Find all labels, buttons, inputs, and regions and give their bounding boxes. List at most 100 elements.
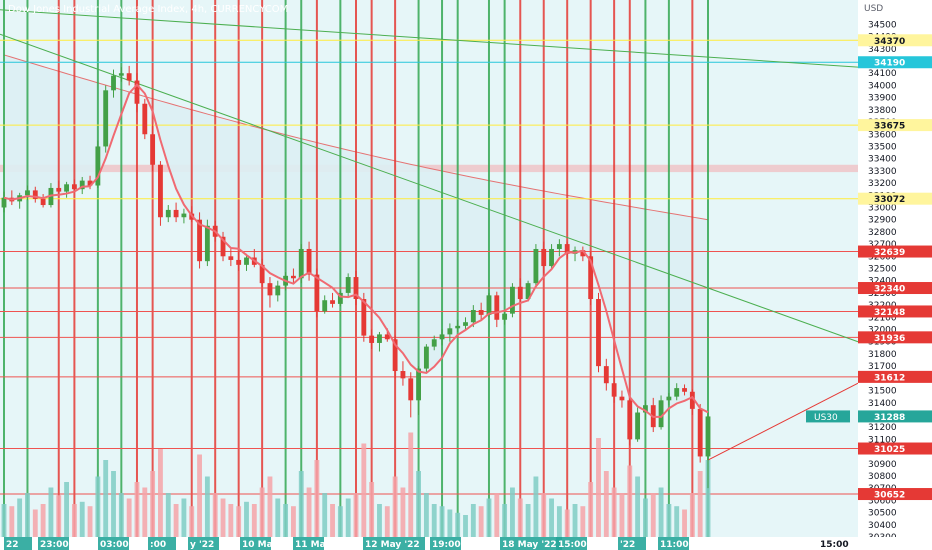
candle-body [220, 236, 226, 257]
time-tick-label: 12 May '22 [365, 540, 420, 550]
price-level-tag [858, 370, 932, 383]
candle-body [64, 184, 70, 192]
candle-body [118, 73, 124, 76]
symbol-tag [806, 410, 850, 423]
price-tick-label: 30800 [868, 472, 897, 482]
trend-line-upper [0, 9, 859, 68]
volume-bar [510, 487, 515, 537]
volume-bar [423, 493, 429, 537]
volume-bar [150, 471, 156, 537]
volume-bar [244, 501, 249, 537]
price-tick-label: 30500 [868, 509, 897, 519]
time-label-tag [500, 537, 562, 550]
volume-bar [290, 506, 296, 537]
volume-bar [541, 493, 547, 537]
volume-bar [525, 504, 531, 537]
candle-body [658, 400, 664, 428]
volume-bar [17, 498, 23, 537]
price-level-label: 32340 [874, 285, 905, 295]
currency-label: USD [864, 4, 883, 14]
volume-bar [32, 509, 38, 537]
price-level-tag [858, 56, 932, 69]
time-tick-label: 11 Ma [295, 540, 326, 550]
price-level-tag [858, 305, 932, 318]
volume-bar [635, 476, 641, 537]
candle-body [158, 164, 163, 218]
volume-bar [158, 449, 163, 537]
price-tick-label: 34000 [868, 81, 897, 91]
price-tick-label: 30600 [868, 496, 897, 506]
candle-body [126, 73, 132, 81]
price-level-label: 31025 [874, 445, 905, 455]
candle-body [71, 184, 77, 190]
volume-bar [556, 506, 562, 537]
volume-bar [111, 471, 116, 537]
time-label-tag [240, 537, 271, 550]
volume-bar [197, 454, 202, 537]
volume-bar [564, 509, 570, 537]
volume-bar [165, 493, 171, 537]
price-tick-label: 32100 [868, 313, 897, 323]
time-axis[interactable]: 22 23:00 03:00:00 y '22 10 Ma 11 Ma 12 May '22… [0, 537, 932, 550]
time-label-tag [618, 537, 646, 550]
candle-body [79, 180, 85, 190]
candle-body [322, 300, 328, 312]
price-tick-label: 33500 [868, 142, 897, 152]
current-price-label: 31288 [874, 413, 905, 423]
volume-bar [306, 487, 312, 537]
price-level-label: 31612 [874, 373, 905, 383]
volume-bar [103, 460, 109, 537]
chart-title: Dow Jones Industrial Average Index, 4h, … [8, 4, 288, 15]
volume-bar [330, 504, 335, 537]
price-axis[interactable]: 3450034400343003420034100340003390033800… [806, 0, 932, 550]
candle-body [635, 412, 641, 440]
candle-body [470, 309, 476, 323]
time-label-tag [556, 537, 587, 550]
candle-body [377, 334, 382, 343]
time-tick-label: :00 [150, 540, 166, 550]
candle-body [345, 277, 351, 293]
price-level-label: 32639 [874, 248, 905, 258]
candle-body [447, 328, 453, 335]
volume-bar [603, 471, 609, 537]
volume-bar [283, 504, 289, 537]
candle-body [1, 197, 7, 208]
candle-body [150, 134, 156, 165]
candle-body [361, 299, 367, 336]
price-level-tag [858, 192, 932, 205]
volume-bar [87, 506, 93, 537]
trend-lines [0, 9, 859, 461]
time-label-tag [98, 537, 129, 550]
volume-bar [494, 493, 500, 537]
volume-bar [439, 506, 445, 537]
candle-body [204, 225, 210, 262]
candle-body [369, 335, 375, 343]
volume-bar [267, 476, 273, 537]
candle-body [181, 213, 187, 218]
price-tick-label: 33900 [868, 94, 897, 104]
volume-bar [596, 438, 601, 537]
volume-bar [298, 471, 304, 537]
volume-bar [384, 506, 390, 537]
candle-body [40, 198, 46, 206]
volume-bar [447, 509, 453, 537]
price-level-tag [858, 331, 932, 344]
candle-body [494, 295, 500, 320]
price-level-tag [858, 34, 932, 47]
moving-average [3, 83, 709, 418]
volume-bar [658, 487, 664, 537]
volume-bar [25, 493, 30, 537]
candle-body [510, 286, 515, 314]
volume-bar [611, 487, 617, 537]
volume-bar [588, 482, 594, 537]
time-tick-label: 19:00 [432, 540, 461, 550]
candle-body [439, 334, 445, 340]
price-tick-label: 32500 [868, 265, 897, 275]
volume-bar [666, 504, 672, 537]
time-label-tag [430, 537, 461, 550]
volume-bar [64, 482, 70, 537]
volume-bar [502, 504, 508, 537]
volume-bar [345, 498, 351, 537]
volume-bar [455, 512, 461, 537]
